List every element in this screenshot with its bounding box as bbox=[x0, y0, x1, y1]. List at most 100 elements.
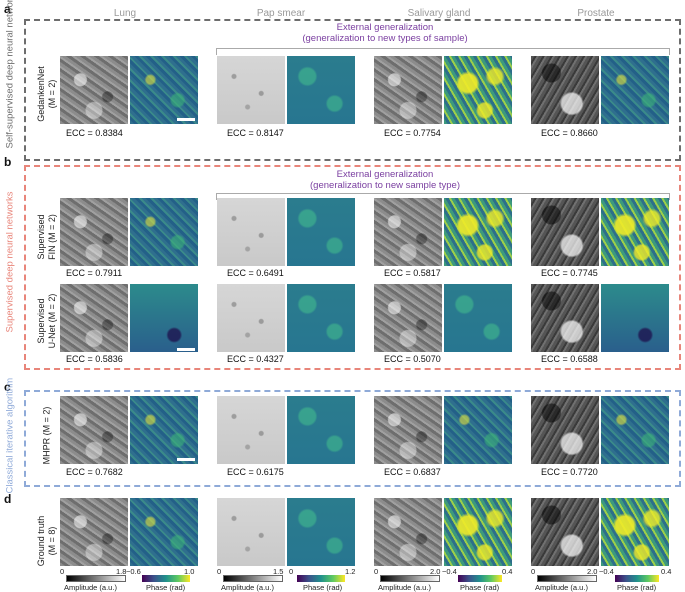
image-salivary-amplitude bbox=[374, 498, 442, 566]
colorbar-group-salivary: 0 2.0 Amplitude (a.u.) −0.4 0.4 Phase (r… bbox=[374, 567, 514, 592]
colorbar-tick: 2.0 bbox=[587, 567, 598, 576]
row-label-supervised-unet: Supervised U-Net (M = 2) bbox=[36, 286, 58, 356]
colorbar-label: Phase (rad) bbox=[617, 583, 657, 592]
image-salivary-amplitude bbox=[374, 284, 442, 352]
image-prostate-amplitude bbox=[531, 284, 599, 352]
colorbar-tick: 1.8 bbox=[116, 567, 127, 576]
row-label-line2: (M = 2) bbox=[47, 79, 57, 109]
image-pap-phase bbox=[287, 284, 355, 352]
column-header-salivary-gland: Salivary gland bbox=[407, 8, 471, 19]
ecc-value: ECC = 0.7720 bbox=[541, 467, 598, 477]
image-salivary-amplitude bbox=[374, 396, 442, 464]
image-prostate-phase bbox=[601, 396, 669, 464]
panel-b-group-label: Supervised deep neural networks bbox=[4, 191, 16, 333]
row-label-line1: Supervised bbox=[36, 298, 46, 344]
image-prostate-phase bbox=[601, 56, 669, 124]
image-lung-amplitude bbox=[60, 198, 128, 266]
phase-colorbar bbox=[458, 575, 502, 582]
ecc-value: ECC = 0.6588 bbox=[541, 354, 598, 364]
colorbar-tick: 0 bbox=[374, 567, 379, 576]
image-pap-phase bbox=[287, 56, 355, 124]
ecc-value: ECC = 0.7682 bbox=[66, 467, 123, 477]
colorbar-label: Amplitude (a.u.) bbox=[221, 583, 274, 592]
row-label-line1: GedankenNet bbox=[36, 66, 46, 122]
colorbar-tick: 0 bbox=[60, 567, 65, 576]
colorbar-tick: 2.0 bbox=[430, 567, 441, 576]
image-salivary-phase bbox=[444, 56, 512, 124]
row-label-line2: (M = 8) bbox=[47, 526, 57, 556]
panel-a-external-note: External generalization (generalization … bbox=[230, 22, 540, 44]
image-lung-phase bbox=[130, 198, 198, 266]
panel-c-group-label: Classical iterative algorithm bbox=[4, 377, 16, 494]
colorbar-label: Phase (rad) bbox=[303, 583, 343, 592]
ecc-value: ECC = 0.5836 bbox=[66, 354, 123, 364]
external-note-line2: (generalization to new sample type) bbox=[310, 180, 460, 191]
image-salivary-amplitude bbox=[374, 56, 442, 124]
image-salivary-phase bbox=[444, 396, 512, 464]
ecc-value: ECC = 0.8384 bbox=[66, 128, 123, 138]
image-pap-amplitude bbox=[217, 498, 285, 566]
scale-bar bbox=[177, 348, 195, 351]
panel-b-external-note: External generalization (generalization … bbox=[230, 169, 540, 191]
panel-b-frame bbox=[24, 165, 681, 370]
external-note-line2: (generalization to new types of sample) bbox=[302, 33, 468, 44]
row-label-line2: FIN (M = 2) bbox=[47, 214, 57, 260]
image-prostate-amplitude bbox=[531, 198, 599, 266]
ecc-value: ECC = 0.7911 bbox=[66, 268, 123, 278]
panel-b-bracket bbox=[216, 193, 670, 200]
colorbar-tick: 0.4 bbox=[661, 567, 672, 576]
external-note-line1: External generalization bbox=[336, 169, 434, 180]
ecc-value: ECC = 0.6175 bbox=[227, 467, 284, 477]
image-pap-phase bbox=[287, 396, 355, 464]
amplitude-colorbar bbox=[537, 575, 597, 582]
colorbar-tick: 0 bbox=[531, 567, 536, 576]
image-pap-amplitude bbox=[217, 396, 285, 464]
image-lung-phase bbox=[130, 284, 198, 352]
image-prostate-amplitude bbox=[531, 498, 599, 566]
amplitude-colorbar bbox=[223, 575, 283, 582]
colorbar-tick: 0 bbox=[217, 567, 222, 576]
panel-letter-a: a bbox=[4, 2, 11, 16]
colorbar-group-prostate: 0 2.0 Amplitude (a.u.) −0.4 0.4 Phase (r… bbox=[531, 567, 681, 592]
phase-colorbar bbox=[615, 575, 659, 582]
ecc-value: ECC = 0.4327 bbox=[227, 354, 284, 364]
row-label-mhpr: MHPR (M = 2) bbox=[42, 401, 53, 471]
colorbar-label: Amplitude (a.u.) bbox=[64, 583, 117, 592]
colorbar-label: Phase (rad) bbox=[460, 583, 500, 592]
row-label-gedankennet: GedankenNet (M = 2) bbox=[36, 59, 58, 129]
row-label-ground-truth: Ground truth (M = 8) bbox=[36, 506, 58, 576]
panel-letter-d: d bbox=[4, 492, 12, 506]
image-lung-phase bbox=[130, 396, 198, 464]
image-pap-amplitude bbox=[217, 198, 285, 266]
image-pap-phase bbox=[287, 198, 355, 266]
panel-a-frame bbox=[24, 19, 681, 161]
colorbar-tick: 1.2 bbox=[345, 567, 356, 576]
phase-colorbar bbox=[142, 575, 190, 582]
image-lung-amplitude bbox=[60, 498, 128, 566]
row-label-supervised-fin: Supervised FIN (M = 2) bbox=[36, 202, 58, 272]
colorbar-label: Amplitude (a.u.) bbox=[535, 583, 588, 592]
image-salivary-phase bbox=[444, 284, 512, 352]
ecc-value: ECC = 0.6491 bbox=[227, 268, 284, 278]
image-pap-amplitude bbox=[217, 284, 285, 352]
ecc-value: ECC = 0.8660 bbox=[541, 128, 598, 138]
image-pap-amplitude bbox=[217, 56, 285, 124]
column-header-prostate: Prostate bbox=[577, 8, 615, 19]
row-label-line1: Ground truth bbox=[36, 515, 46, 567]
panel-letter-c: c bbox=[4, 380, 11, 394]
colorbar-tick: 0 bbox=[289, 567, 294, 576]
image-lung-amplitude bbox=[60, 284, 128, 352]
phase-colorbar bbox=[297, 575, 345, 582]
panel-c-frame bbox=[24, 390, 681, 487]
colorbar-tick: 1.0 bbox=[184, 567, 195, 576]
external-note-line1: External generalization bbox=[336, 22, 434, 33]
amplitude-colorbar bbox=[380, 575, 440, 582]
colorbar-tick: −0.6 bbox=[126, 567, 141, 576]
colorbar-label: Amplitude (a.u.) bbox=[378, 583, 431, 592]
image-lung-phase bbox=[130, 498, 198, 566]
image-prostate-phase bbox=[601, 198, 669, 266]
ecc-value: ECC = 0.5817 bbox=[384, 268, 441, 278]
column-header-lung: Lung bbox=[113, 8, 137, 19]
column-header-pap-smear: Pap smear bbox=[256, 8, 306, 19]
image-prostate-amplitude bbox=[531, 56, 599, 124]
